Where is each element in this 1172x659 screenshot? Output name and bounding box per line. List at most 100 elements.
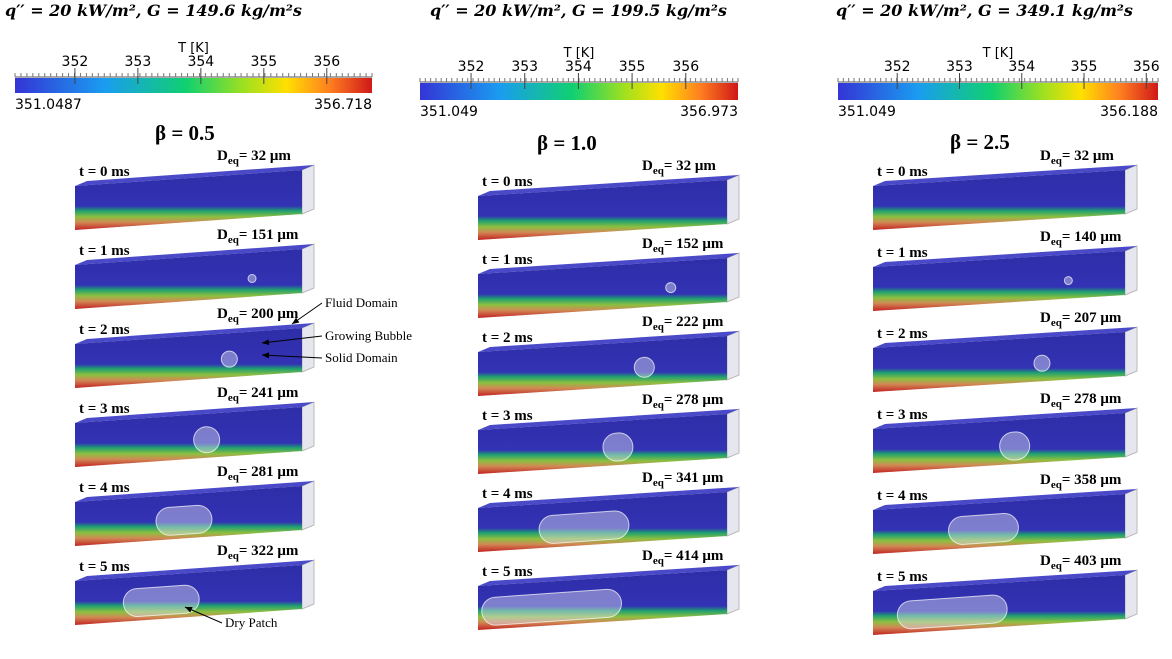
annotation: Solid Domain	[325, 350, 398, 365]
deq-value: = 32 μm	[239, 148, 292, 164]
time-label: t = 2 ms	[877, 326, 928, 342]
box-side	[302, 402, 314, 451]
annotation: Fluid Domain	[325, 295, 398, 310]
tick-label: 353	[511, 59, 538, 75]
deq-value: = 152 μm	[664, 236, 724, 252]
deq-symbol: D	[217, 385, 228, 401]
tick-label: 354	[565, 59, 592, 75]
panel-header: q′′ = 20 kW/m², G = 349.1 kg/m²s	[836, 1, 1133, 20]
panel-header: q′′ = 20 kW/m², G = 149.6 kg/m²s	[5, 1, 302, 20]
tick-label: 352	[458, 59, 485, 75]
deq-label: Deq= 140 μm	[1040, 229, 1122, 248]
deq-symbol: D	[1040, 472, 1051, 488]
time-label: t = 3 ms	[482, 408, 533, 424]
box-side	[302, 560, 314, 609]
deq-value: = 207 μm	[1062, 310, 1122, 326]
bubble	[122, 584, 200, 617]
colorbar-min: 351.0487	[15, 97, 82, 113]
deq-label: Deq= 222 μm	[642, 314, 724, 333]
deq-value: = 403 μm	[1062, 553, 1122, 569]
deq-label: Deq= 322 μm	[217, 543, 299, 562]
colorbar-max: 356.188	[1100, 104, 1158, 120]
colorbar	[420, 83, 738, 100]
deq-symbol: D	[217, 306, 228, 322]
deq-label: Deq= 414 μm	[642, 548, 724, 567]
deq-value: = 414 μm	[664, 548, 724, 564]
annotation: Growing Bubble	[325, 328, 412, 343]
box-side	[302, 481, 314, 530]
deq-value: = 140 μm	[1062, 229, 1122, 245]
bubble	[155, 504, 213, 536]
deq-symbol: D	[1040, 391, 1051, 407]
tick-label: 355	[250, 54, 277, 70]
deq-value: = 322 μm	[239, 543, 299, 559]
deq-symbol: D	[642, 548, 653, 564]
bubble	[248, 274, 257, 283]
box-side	[302, 323, 314, 372]
box-side	[1125, 570, 1137, 619]
colorbar-min: 351.049	[838, 104, 896, 120]
deq-symbol: D	[642, 236, 653, 252]
deq-label: Deq= 278 μm	[642, 392, 724, 411]
deq-label: Deq= 278 μm	[1040, 391, 1122, 410]
deq-label: Deq= 151 μm	[217, 227, 299, 246]
annotation: Dry Patch	[225, 615, 278, 630]
deq-label: Deq= 152 μm	[642, 236, 724, 255]
time-label: t = 0 ms	[482, 174, 533, 190]
time-label: t = 1 ms	[482, 252, 533, 268]
deq-symbol: D	[217, 464, 228, 480]
deq-value: = 358 μm	[1062, 472, 1122, 488]
deq-symbol: D	[1040, 310, 1051, 326]
tick-label: 356	[313, 54, 340, 70]
box-side	[727, 331, 739, 380]
tick-label: 352	[884, 59, 911, 75]
box-side	[1125, 246, 1137, 295]
time-label: t = 4 ms	[482, 486, 533, 502]
time-label: t = 2 ms	[482, 330, 533, 346]
box-side	[727, 409, 739, 458]
deq-symbol: D	[1040, 229, 1051, 245]
time-label: t = 5 ms	[482, 564, 533, 580]
colorbar-min: 351.049	[420, 104, 478, 120]
time-label: t = 2 ms	[79, 322, 130, 338]
deq-value: = 32 μm	[1062, 148, 1115, 164]
time-label: t = 5 ms	[877, 569, 928, 585]
deq-symbol: D	[642, 158, 653, 174]
tick-label: 353	[946, 59, 973, 75]
beta-label: β = 1.0	[537, 131, 597, 155]
box-side	[727, 487, 739, 536]
time-label: t = 0 ms	[877, 164, 928, 180]
box-side	[1125, 408, 1137, 457]
box-side	[302, 165, 314, 214]
beta-label: β = 2.5	[950, 130, 1010, 154]
tick-label: 353	[125, 54, 152, 70]
deq-value: = 281 μm	[239, 464, 299, 480]
box-side	[1125, 489, 1137, 538]
box-side	[727, 253, 739, 302]
box-side	[302, 244, 314, 293]
colorbar-max: 356.718	[314, 97, 372, 113]
bubble	[665, 282, 676, 293]
bubble	[948, 513, 1020, 546]
tick-label: 352	[62, 54, 89, 70]
deq-value: = 278 μm	[1062, 391, 1122, 407]
deq-label: Deq= 281 μm	[217, 464, 299, 483]
colorbar-max: 356.973	[680, 104, 738, 120]
tick-label: 355	[1071, 59, 1098, 75]
deq-value: = 32 μm	[664, 158, 717, 174]
deq-label: Deq= 200 μm	[217, 306, 299, 325]
tick-label: 356	[1133, 59, 1160, 75]
time-label: t = 1 ms	[877, 245, 928, 261]
deq-label: Deq= 32 μm	[1040, 148, 1114, 167]
colorbar	[15, 78, 372, 93]
beta-label: β = 0.5	[155, 121, 215, 145]
deq-symbol: D	[1040, 148, 1051, 164]
box-side	[727, 175, 739, 224]
time-label: t = 3 ms	[877, 407, 928, 423]
tick-label: 354	[187, 54, 214, 70]
tick-label: 356	[672, 59, 699, 75]
time-label: t = 1 ms	[79, 243, 130, 259]
box-side	[1125, 327, 1137, 376]
time-label: t = 3 ms	[79, 401, 130, 417]
deq-value: = 200 μm	[239, 306, 299, 322]
